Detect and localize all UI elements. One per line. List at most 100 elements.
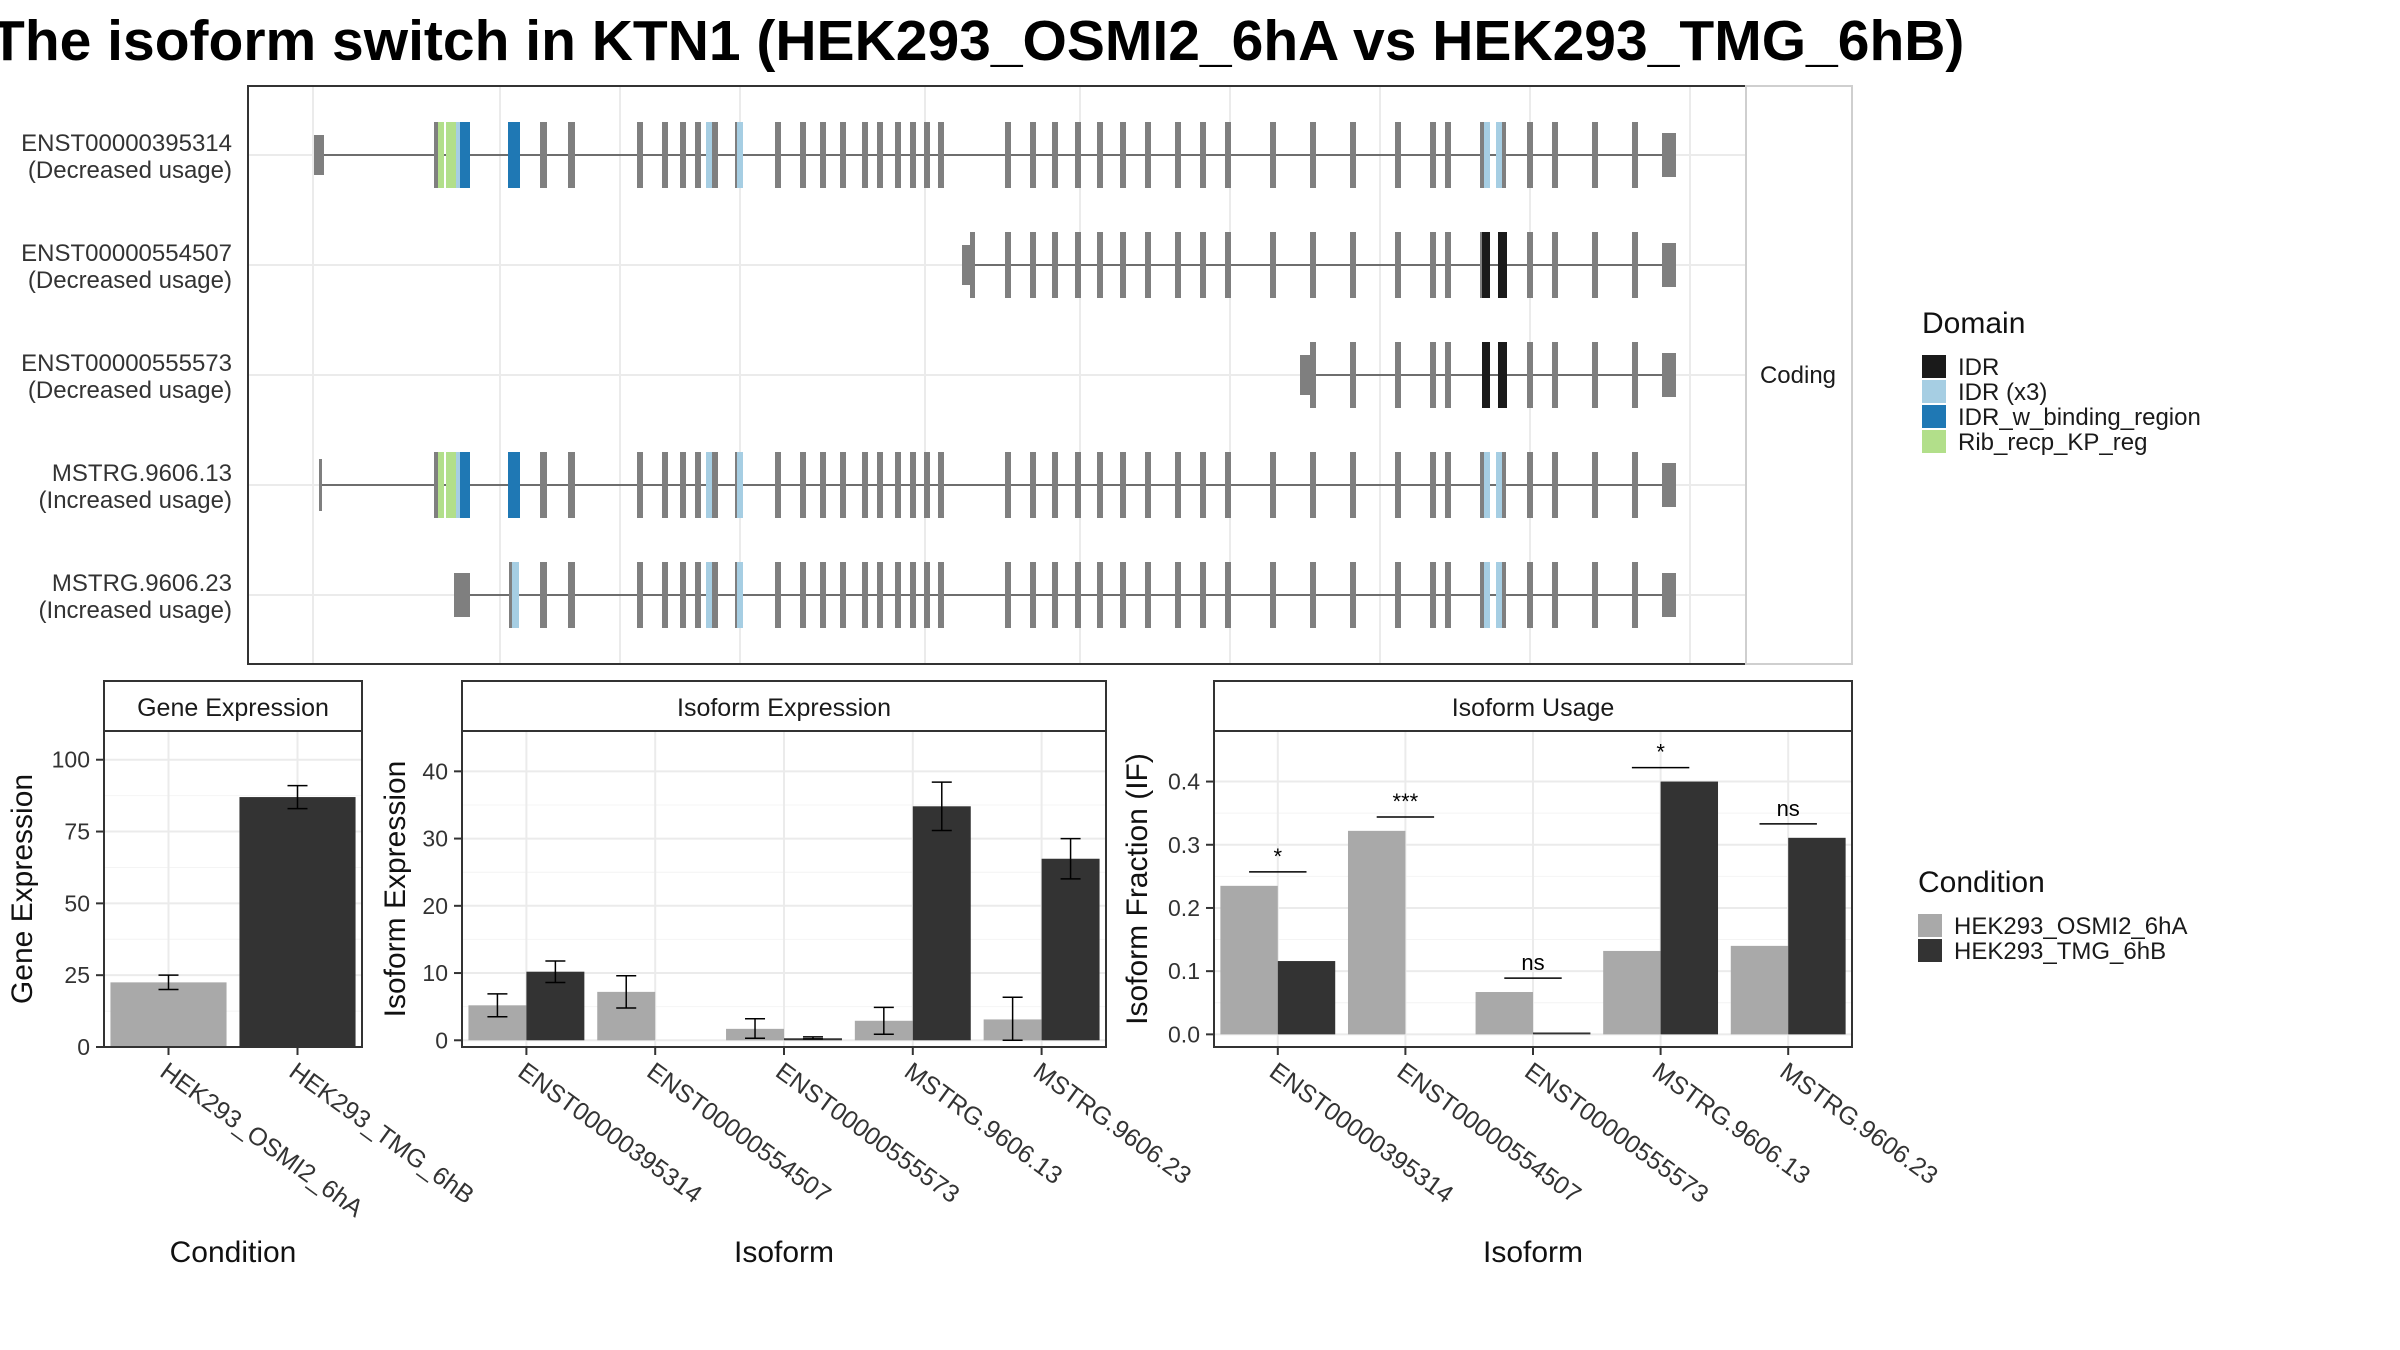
domain-exon	[737, 122, 743, 188]
exon-block	[1225, 562, 1231, 628]
exon-block	[1480, 122, 1486, 188]
panel-strip-title: Isoform Expression	[677, 694, 891, 722]
exon-block	[1175, 562, 1181, 628]
data-bar	[1730, 945, 1789, 1035]
data-bar	[239, 797, 356, 1047]
exon-block	[1350, 122, 1356, 188]
exon-block	[637, 122, 643, 188]
exon-block	[1500, 452, 1506, 518]
y-tick-label: 50	[64, 890, 90, 916]
exon-block	[910, 122, 916, 188]
exon-block	[1592, 232, 1598, 298]
transcript-usage-label: (Decreased usage)	[28, 377, 232, 404]
y-axis-title: Isoform Expression	[379, 761, 412, 1018]
domain-exon	[737, 452, 743, 518]
transcript-usage-label: (Increased usage)	[39, 597, 232, 624]
exon-block	[1350, 232, 1356, 298]
panel-strip	[103, 680, 363, 732]
exon-block	[568, 562, 575, 628]
y-tick-label: 25	[64, 962, 90, 988]
exon-block	[877, 122, 883, 188]
exon-block	[1500, 122, 1506, 188]
exon-block	[680, 452, 686, 518]
y-axis-title: Isoform Fraction (IF)	[1121, 753, 1154, 1025]
significance-label: ***	[1393, 789, 1419, 814]
y-tick-label: 20	[422, 893, 448, 919]
exon-block	[662, 452, 668, 518]
exon-block	[1175, 122, 1181, 188]
exon-block	[1120, 562, 1126, 628]
condition-legend-label: HEK293_TMG_6hB	[1954, 938, 2166, 965]
data-bar	[1277, 961, 1336, 1035]
exon-block	[1052, 452, 1058, 518]
domain-exon	[1482, 232, 1490, 298]
exon-block	[1120, 232, 1126, 298]
x-axis-title: Isoform	[1483, 1236, 1583, 1269]
exon-block	[1120, 122, 1126, 188]
exon-block	[1632, 452, 1638, 518]
domain-exon	[456, 122, 460, 188]
data-bar	[1220, 885, 1278, 1035]
exon-block	[1552, 342, 1558, 408]
exon-block	[695, 122, 701, 188]
exon-block	[1592, 562, 1598, 628]
exon-block	[1145, 452, 1151, 518]
domain-exon	[1482, 342, 1490, 408]
data-bar	[1603, 950, 1661, 1035]
y-tick-label: 0.4	[1168, 769, 1200, 795]
exon-block	[1005, 122, 1011, 188]
condition-legend-key	[1918, 939, 1942, 962]
domain-legend-label: Rib_recp_KP_reg	[1958, 429, 2147, 456]
data-bar	[1533, 1032, 1591, 1035]
domain-exon	[508, 452, 520, 518]
exon-block	[877, 562, 883, 628]
exon-block	[1075, 452, 1081, 518]
exon-block	[1552, 452, 1558, 518]
domain-exon	[446, 452, 456, 518]
exon-block	[1395, 232, 1401, 298]
exon-block	[1225, 452, 1231, 518]
exon-block	[775, 452, 781, 518]
domain-exon	[737, 562, 743, 628]
exon-block	[637, 562, 643, 628]
y-tick-label: 0	[77, 1034, 90, 1060]
exon-block	[1350, 342, 1356, 408]
exon-block	[1145, 122, 1151, 188]
domain-exon	[438, 452, 444, 518]
exon-block	[712, 122, 718, 188]
exon-block	[924, 452, 930, 518]
exon-block	[1310, 452, 1316, 518]
exon-block	[1005, 452, 1011, 518]
exon-block	[924, 562, 930, 628]
x-axis-title: Condition	[170, 1236, 297, 1269]
facet-strip	[1745, 85, 1853, 665]
exon-block	[1097, 232, 1103, 298]
y-tick-label: 75	[64, 819, 90, 845]
exon-block	[1632, 342, 1638, 408]
exon-block	[1527, 562, 1533, 628]
exon-block	[1300, 355, 1312, 395]
domain-exon	[446, 122, 456, 188]
exon-block	[862, 452, 868, 518]
exon-block	[895, 122, 901, 188]
exon-block	[775, 562, 781, 628]
domain-legend-label: IDR	[1958, 354, 1999, 381]
exon-block	[662, 122, 668, 188]
x-axis-title: Isoform	[734, 1236, 834, 1269]
exon-block	[1350, 452, 1356, 518]
y-tick-label: 30	[422, 826, 448, 852]
exon-block	[970, 232, 975, 298]
panel-strip-title: Isoform Usage	[1452, 694, 1615, 722]
figure-title: The isoform switch in KTN1 (HEK293_OSMI2…	[0, 9, 1965, 73]
y-axis-title: Gene Expression	[6, 774, 39, 1004]
exon-block	[1145, 562, 1151, 628]
exon-block	[1310, 232, 1316, 298]
exon-block	[695, 452, 701, 518]
domain-exon	[1498, 232, 1507, 298]
exon-block	[1270, 562, 1276, 628]
exon-block	[800, 562, 806, 628]
exon-block	[1592, 452, 1598, 518]
panel-strip-title: Gene Expression	[137, 694, 329, 722]
exon-block	[1200, 562, 1206, 628]
exon-block	[1030, 562, 1036, 628]
